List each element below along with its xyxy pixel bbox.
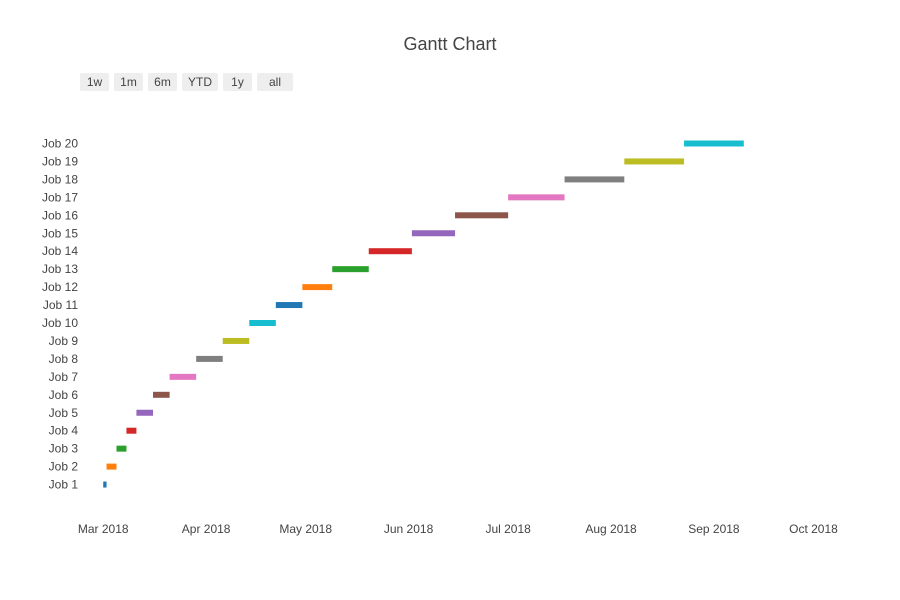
y-tick-label: Job 16 xyxy=(42,208,78,222)
y-tick-label: Job 17 xyxy=(42,190,78,204)
range-button-bg xyxy=(114,73,143,91)
task-bar[interactable] xyxy=(275,302,303,309)
y-axis-tick-labels: Job 1 Job 2 Job 3 Job 4 Job 5 Job 6 Job 7 Job 8… xyxy=(42,137,78,492)
task-bar[interactable] xyxy=(136,409,154,416)
range-selector: 1w 1m 6m YTD 1y all xyxy=(80,73,293,91)
range-button-label: 1y xyxy=(231,75,244,89)
task-bar[interactable] xyxy=(116,445,127,452)
task-bar[interactable] xyxy=(153,391,170,398)
task-bar[interactable] xyxy=(332,266,369,273)
y-tick-label: Job 7 xyxy=(49,370,79,384)
y-tick-label: Job 8 xyxy=(49,352,79,366)
task-bar[interactable] xyxy=(169,373,197,380)
range-button-1m[interactable]: 1m xyxy=(114,73,143,91)
y-tick-label: Job 4 xyxy=(49,424,79,438)
y-tick-label: Job 3 xyxy=(49,442,79,456)
y-tick-label: Job 9 xyxy=(49,334,79,348)
range-button-label: 1m xyxy=(120,75,137,89)
task-bar[interactable] xyxy=(106,463,117,470)
x-axis-tick-labels: Mar 2018 Apr 2018 May 2018 Jun 2018 Jul 2018… xyxy=(78,522,838,536)
x-tick-label: Mar 2018 xyxy=(78,522,129,536)
y-tick-label: Job 19 xyxy=(42,154,78,168)
y-tick-label: Job 12 xyxy=(42,280,78,294)
task-bar[interactable] xyxy=(411,230,456,237)
y-tick-label: Job 15 xyxy=(42,226,78,240)
task-bar[interactable] xyxy=(249,320,276,326)
range-button-1w[interactable]: 1w xyxy=(80,73,109,91)
task-bar[interactable] xyxy=(684,140,744,147)
y-tick-label: Job 11 xyxy=(43,298,78,312)
range-button-bg xyxy=(223,73,252,91)
y-tick-label: Job 6 xyxy=(49,388,79,402)
task-bar[interactable] xyxy=(302,284,333,291)
y-tick-label: Job 20 xyxy=(42,137,78,151)
x-tick-label: Jun 2018 xyxy=(384,522,434,536)
x-tick-label: Sep 2018 xyxy=(688,522,740,536)
task-bar[interactable] xyxy=(196,355,223,362)
range-button-bg xyxy=(257,73,293,91)
y-tick-label: Job 14 xyxy=(42,244,78,258)
range-button-label: 6m xyxy=(154,75,171,89)
x-tick-label: Aug 2018 xyxy=(585,522,637,536)
x-tick-label: Jul 2018 xyxy=(485,522,531,536)
range-button-1y[interactable]: 1y xyxy=(223,73,252,91)
range-button-label: 1w xyxy=(87,75,103,89)
range-button-bg xyxy=(80,73,109,91)
range-button-bg xyxy=(182,73,218,91)
y-tick-label: Job 1 xyxy=(49,478,79,492)
task-bar[interactable] xyxy=(564,176,625,183)
y-tick-label: Job 2 xyxy=(49,460,79,474)
range-button-all[interactable]: all xyxy=(257,73,293,91)
y-tick-label: Job 18 xyxy=(42,172,78,186)
y-tick-label: Job 10 xyxy=(42,316,78,330)
task-bars xyxy=(103,140,744,488)
range-button-6m[interactable]: 6m xyxy=(148,73,177,91)
task-bar[interactable] xyxy=(508,194,565,201)
task-bar[interactable] xyxy=(368,248,412,255)
task-bar[interactable] xyxy=(126,427,137,434)
range-button-bg xyxy=(148,73,177,91)
x-tick-label: Oct 2018 xyxy=(789,522,838,536)
task-bar[interactable] xyxy=(624,158,685,165)
chart-title: Gantt Chart xyxy=(403,34,496,54)
y-tick-label: Job 5 xyxy=(49,406,79,420)
range-button-label: YTD xyxy=(188,75,212,89)
range-button-ytd[interactable]: YTD xyxy=(182,73,218,91)
x-tick-label: Apr 2018 xyxy=(182,522,231,536)
task-bar[interactable] xyxy=(455,212,509,219)
y-tick-label: Job 13 xyxy=(42,262,78,276)
range-button-label: all xyxy=(269,75,281,89)
task-bar[interactable] xyxy=(222,337,250,344)
task-bar[interactable] xyxy=(103,481,107,488)
x-tick-label: May 2018 xyxy=(279,522,332,536)
